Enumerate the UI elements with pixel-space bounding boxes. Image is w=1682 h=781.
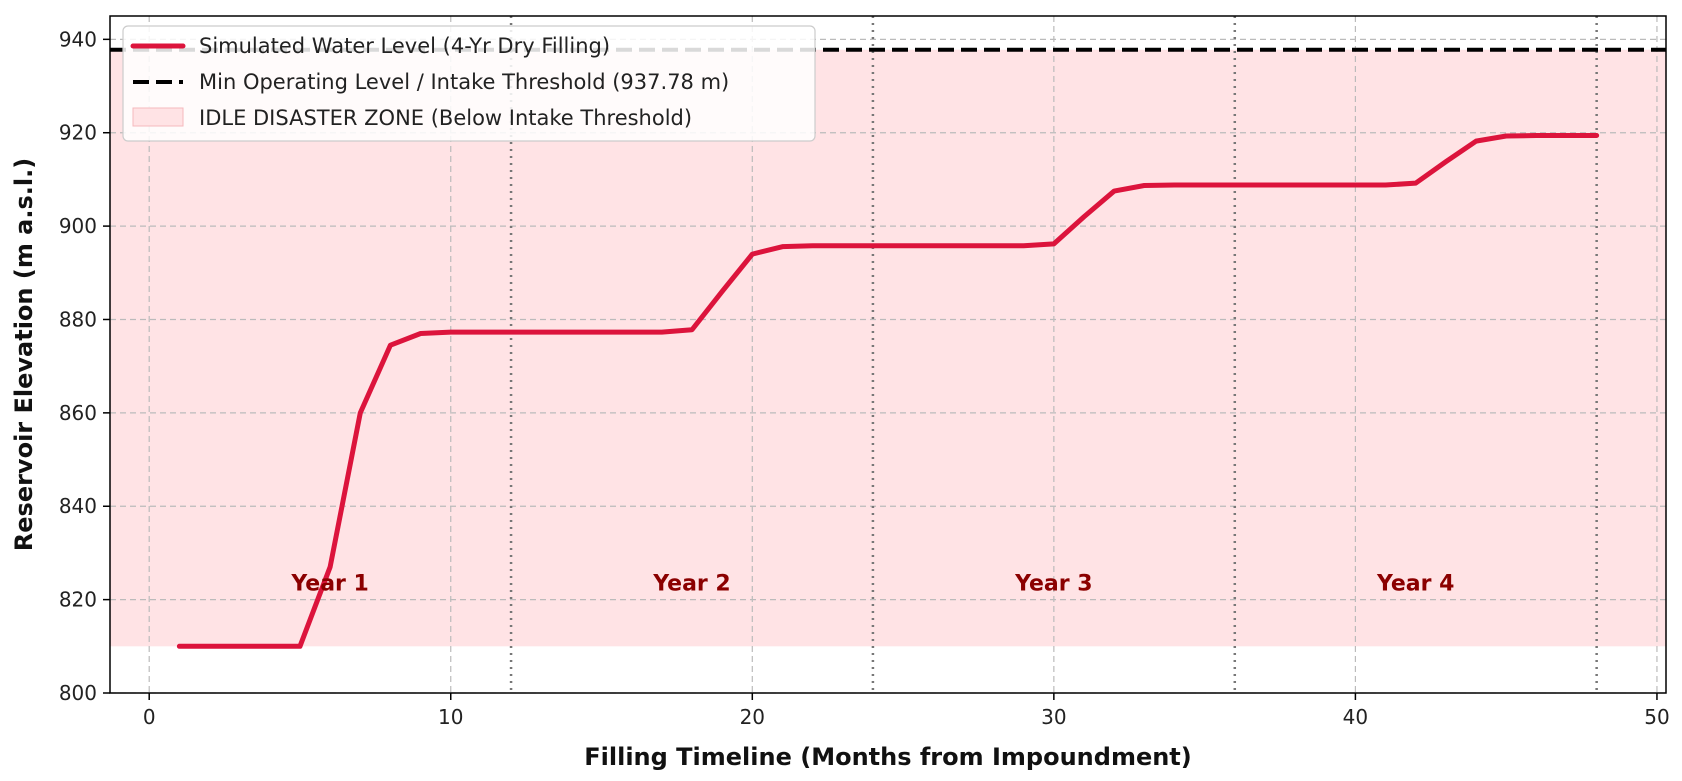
y-tick-label: 880 (59, 307, 97, 331)
zone-layer (110, 49, 1666, 647)
year-label: Year 3 (1014, 571, 1093, 596)
year-label-layer: Year 1 Year 2 Year 3 Year 4 (290, 571, 1454, 596)
legend-zone-swatch (132, 107, 184, 127)
series-layer (176, 133, 1600, 649)
year-label: Year 1 (290, 571, 369, 596)
y-tick-label: 940 (59, 27, 97, 51)
year-label: Year 4 (1376, 571, 1455, 596)
legend-zone-label: IDLE DISASTER ZONE (Below Intake Thresho… (199, 106, 692, 130)
water-level-line (176, 133, 1600, 649)
tick-layer: 0 10 20 30 40 50 800 820 840 860 880 900 920 940 (59, 27, 1670, 729)
y-tick-label: 820 (59, 588, 97, 612)
x-tick-label: 0 (143, 705, 156, 729)
y-tick-label: 920 (59, 121, 97, 145)
legend-threshold-label: Min Operating Level / Intake Threshold (… (199, 70, 729, 94)
year-label: Year 2 (652, 571, 731, 596)
x-tick-label: 10 (438, 705, 463, 729)
x-tick-label: 20 (740, 705, 765, 729)
plot-frame (109, 15, 1667, 694)
y-tick-label: 840 (59, 494, 97, 518)
x-tick-label: 40 (1343, 705, 1368, 729)
idle-disaster-zone (110, 49, 1666, 647)
y-tick-label: 800 (59, 681, 97, 705)
legend: Simulated Water Level (4-Yr Dry Filling)… (122, 25, 816, 142)
x-tick-label: 50 (1644, 705, 1669, 729)
y-tick-label: 860 (59, 401, 97, 425)
x-tick-label: 30 (1041, 705, 1066, 729)
legend-series-label: Simulated Water Level (4-Yr Dry Filling) (199, 34, 610, 58)
y-axis-title: Reservoir Elevation (m a.s.l.) (10, 158, 38, 551)
x-axis-title: Filling Timeline (Months from Impoundmen… (584, 743, 1192, 771)
legend-box (122, 25, 816, 142)
y-tick-label: 900 (59, 214, 97, 238)
